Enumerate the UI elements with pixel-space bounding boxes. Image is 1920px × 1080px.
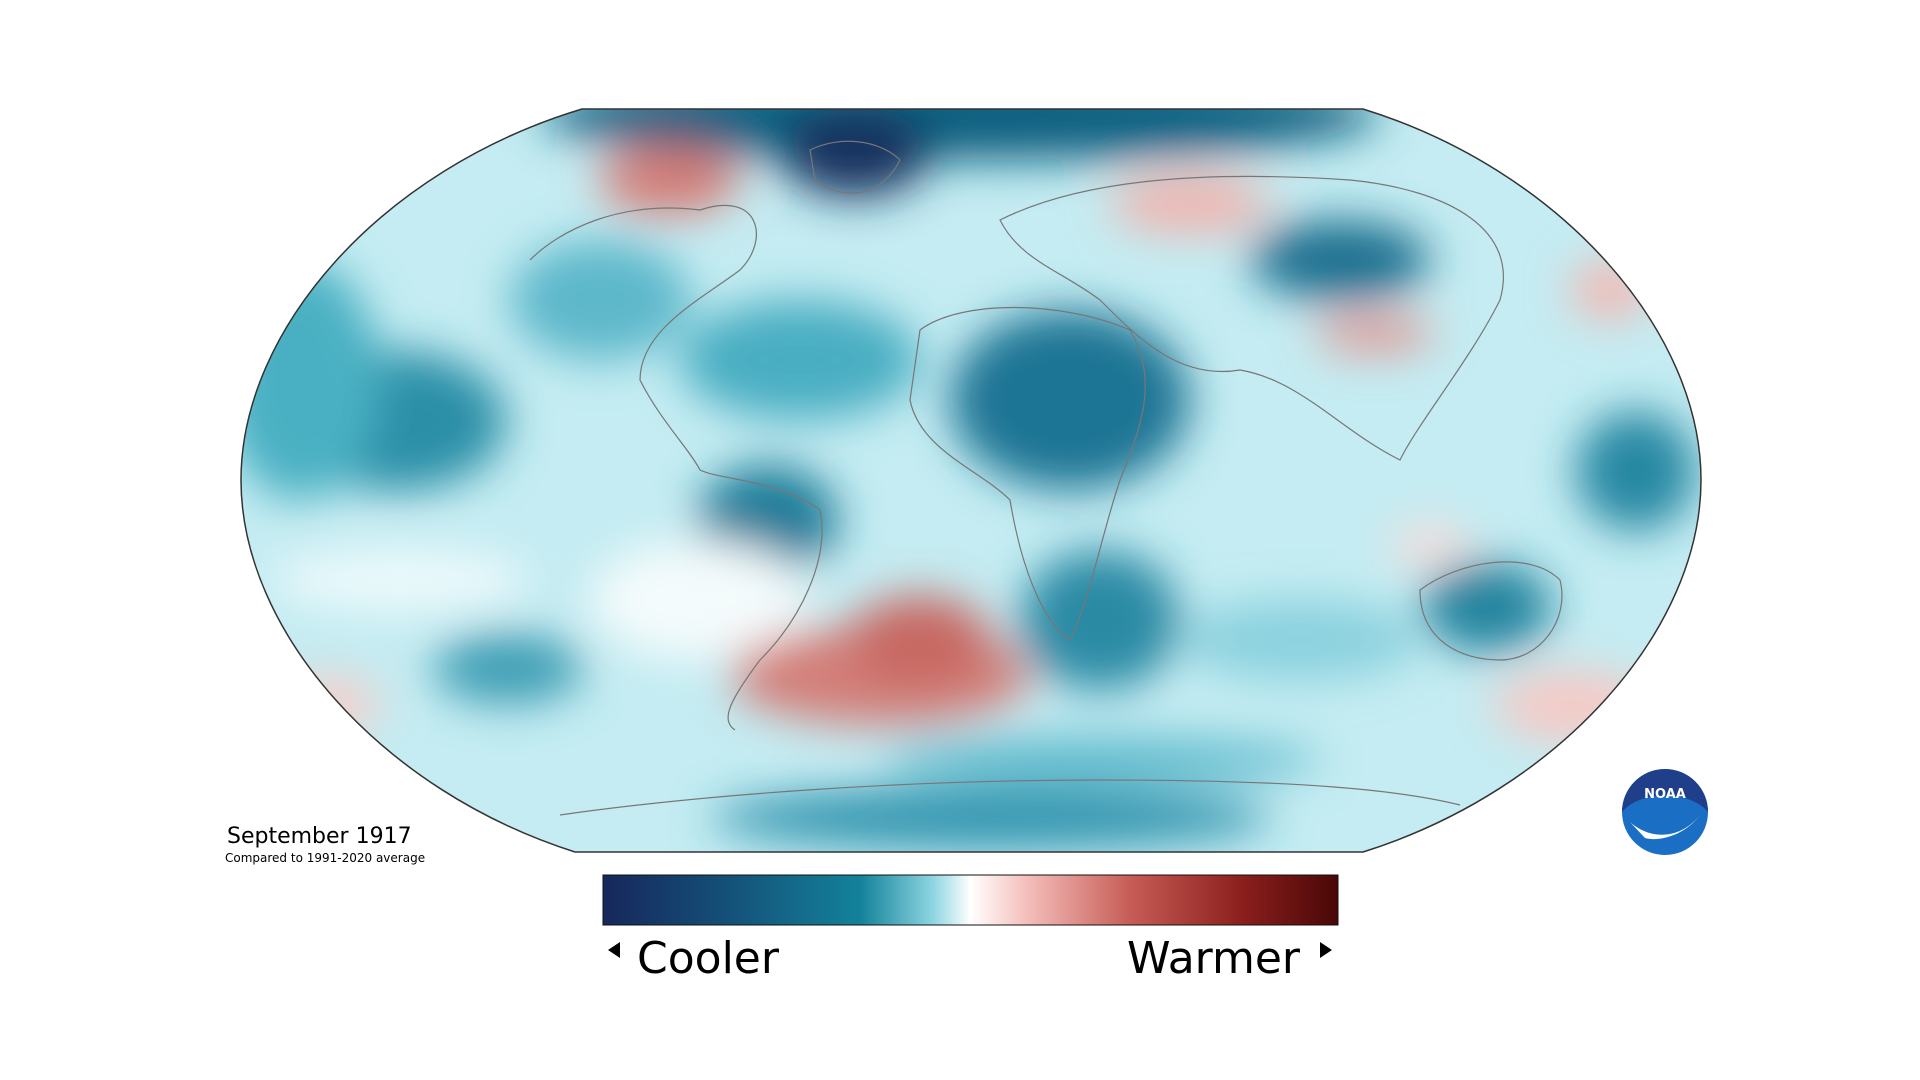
map-title: September 1917	[227, 824, 412, 849]
map-subtitle: Compared to 1991-2020 average	[225, 851, 425, 865]
map-field	[241, 109, 1701, 852]
cooler-arrow	[608, 942, 620, 958]
legend-high-label: Warmer	[1127, 933, 1301, 984]
warmer-arrow	[1320, 942, 1332, 958]
coastlines	[529, 140, 1563, 816]
map-outline	[240, 108, 1702, 853]
noaa-logo: NOAA	[1622, 769, 1708, 855]
logo-text: NOAA	[1644, 787, 1686, 802]
color-scale	[602, 874, 1339, 926]
legend-low-label: Cooler	[637, 933, 780, 984]
